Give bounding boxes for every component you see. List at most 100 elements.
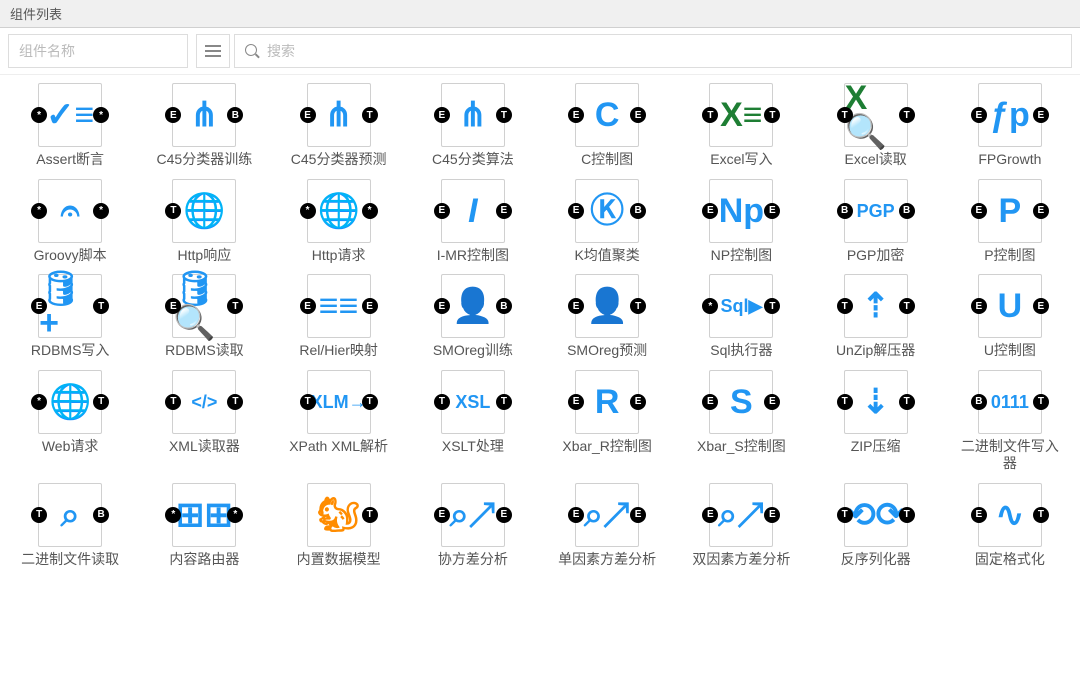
component-icon-box: EBⓀ	[575, 179, 639, 243]
port-right: B	[93, 507, 109, 523]
component-item[interactable]: **🌐Http请求	[277, 179, 401, 265]
component-item[interactable]: TT</>XML读取器	[142, 370, 266, 473]
port-left: E	[971, 298, 987, 314]
port-right: T	[93, 298, 109, 314]
component-item[interactable]: *T🌐Web请求	[8, 370, 132, 473]
component-label: 内容路由器	[169, 551, 239, 569]
port-right: E	[764, 394, 780, 410]
component-label: PGP加密	[847, 247, 905, 265]
port-left: E	[31, 298, 47, 314]
component-icon-box: TT⇡	[844, 274, 908, 338]
component-item[interactable]: BBPGPPGP加密	[814, 179, 938, 265]
port-left: E	[568, 507, 584, 523]
component-item[interactable]: TT⟲⟳反序列化器	[814, 483, 938, 569]
component-item[interactable]: TTXLM→XPath XML解析	[277, 370, 401, 473]
component-icon-box: EEU	[978, 274, 1042, 338]
component-item[interactable]: EE⌕↗协方差分析	[411, 483, 535, 569]
port-left: E	[434, 107, 450, 123]
component-item[interactable]: EE≡≡Rel/Hier映射	[277, 274, 401, 360]
component-item[interactable]: EEII-MR控制图	[411, 179, 535, 265]
component-item[interactable]: TTX🔍Excel读取	[814, 83, 938, 169]
port-right: T	[362, 107, 378, 123]
component-item[interactable]: TTXSLXSLT处理	[411, 370, 535, 473]
component-label: RDBMS读取	[165, 342, 244, 360]
component-item[interactable]: EENpNP控制图	[679, 179, 803, 265]
search-input[interactable]	[267, 43, 1061, 59]
component-icon-box: **🌐	[307, 179, 371, 243]
component-item[interactable]: BT0111二进制文件写入器	[948, 370, 1072, 473]
component-item[interactable]: EE⌕↗双因素方差分析	[679, 483, 803, 569]
component-item[interactable]: TB⌕二进制文件读取	[8, 483, 132, 569]
component-icon-box: ET🛢🔍	[172, 274, 236, 338]
component-item[interactable]: EE⌕↗单因素方差分析	[545, 483, 669, 569]
component-icon: I	[468, 194, 477, 228]
component-item[interactable]: EB⋔C45分类器训练	[142, 83, 266, 169]
component-item[interactable]: ET⋔C45分类器预测	[277, 83, 401, 169]
window-title: 组件列表	[0, 0, 1080, 28]
component-label: Sql执行器	[710, 342, 772, 360]
component-icon-box: ET∿	[978, 483, 1042, 547]
component-icon-box: TT⟲⟳	[844, 483, 908, 547]
port-right: T	[362, 394, 378, 410]
port-left: E	[434, 298, 450, 314]
component-item[interactable]: **✓≡Assert断言	[8, 83, 132, 169]
port-left: T	[837, 107, 853, 123]
component-icon: R	[595, 385, 620, 419]
component-icon-box: EE≡≡	[307, 274, 371, 338]
component-label: RDBMS写入	[31, 342, 110, 360]
component-label: Http响应	[178, 247, 232, 265]
component-item[interactable]: EERXbar_R控制图	[545, 370, 669, 473]
component-name-input[interactable]	[8, 34, 188, 68]
component-item[interactable]: T🐿内置数据模型	[277, 483, 401, 569]
port-right: *	[93, 203, 109, 219]
component-item[interactable]: T🌐 Http响应	[142, 179, 266, 265]
component-label: NP控制图	[711, 247, 772, 265]
component-item[interactable]: TTX≡Excel写入	[679, 83, 803, 169]
component-item[interactable]: EB👤SMOreg训练	[411, 274, 535, 360]
component-item[interactable]: ET🛢+RDBMS写入	[8, 274, 132, 360]
component-item[interactable]: EEƒpFPGrowth	[948, 83, 1072, 169]
component-icon: ⊞⊞	[176, 498, 233, 532]
port-left: *	[300, 203, 316, 219]
component-item[interactable]: ET∿固定格式化	[948, 483, 1072, 569]
component-label: SMOreg预测	[567, 342, 647, 360]
component-item[interactable]: EEU U控制图	[948, 274, 1072, 360]
component-item[interactable]: EES Xbar_S控制图	[679, 370, 803, 473]
search-box[interactable]	[234, 34, 1072, 68]
port-left: B	[837, 203, 853, 219]
component-label: U控制图	[984, 342, 1036, 360]
component-label: Xbar_S控制图	[697, 438, 786, 456]
component-item[interactable]: **⊞⊞内容路由器	[142, 483, 266, 569]
port-left: T	[300, 394, 316, 410]
component-icon: ⋔	[459, 98, 488, 132]
component-item[interactable]: EEPP控制图	[948, 179, 1072, 265]
component-item[interactable]: TT⇣ZIP压缩	[814, 370, 938, 473]
component-icon-box: EB👤	[441, 274, 505, 338]
port-right: *	[362, 203, 378, 219]
port-left: E	[971, 507, 987, 523]
component-item[interactable]: *TSql▶Sql执行器	[679, 274, 803, 360]
component-icon-box: T🌐	[172, 179, 236, 243]
component-item[interactable]: EECC控制图	[545, 83, 669, 169]
port-right: *	[227, 507, 243, 523]
component-icon-box: EE⌕↗	[441, 483, 505, 547]
component-icon: Np	[719, 194, 764, 228]
component-icon: ⌕↗	[718, 498, 764, 532]
component-item[interactable]: ET👤SMOreg预测	[545, 274, 669, 360]
component-icon-box: EEC	[575, 83, 639, 147]
component-item[interactable]: **𝄐Groovy脚本	[8, 179, 132, 265]
component-item[interactable]: TT⇡UnZip解压器	[814, 274, 938, 360]
component-item[interactable]: EBⓀK均值聚类	[545, 179, 669, 265]
component-icon-box: EES	[709, 370, 773, 434]
component-label: Groovy脚本	[34, 247, 107, 265]
component-label: 双因素方差分析	[692, 551, 790, 569]
component-label: C45分类器预测	[291, 151, 387, 169]
component-icon-box: **✓≡	[38, 83, 102, 147]
port-left: E	[568, 203, 584, 219]
component-icon-box: ET⋔	[441, 83, 505, 147]
component-item[interactable]: ET🛢🔍 RDBMS读取	[142, 274, 266, 360]
port-right: T	[764, 298, 780, 314]
port-right: T	[899, 507, 915, 523]
filter-button[interactable]	[196, 34, 230, 68]
component-item[interactable]: ET⋔C45分类算法	[411, 83, 535, 169]
